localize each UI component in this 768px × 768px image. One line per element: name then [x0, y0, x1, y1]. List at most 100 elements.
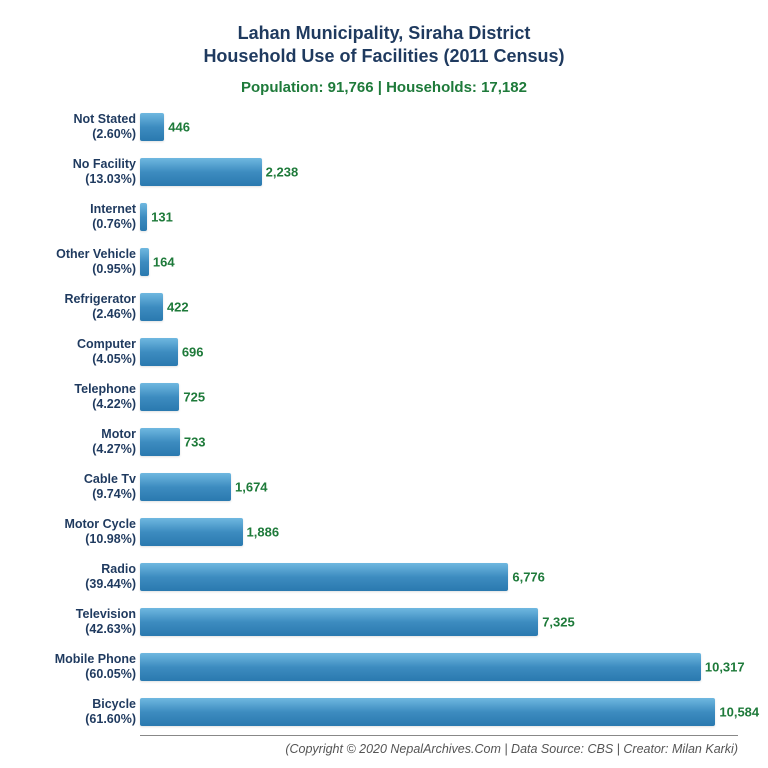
- bar-row: Not Stated(2.60%) 446: [30, 105, 738, 148]
- axis-line: [140, 735, 738, 736]
- bar-label: Computer(4.05%): [30, 337, 140, 367]
- bar-name: No Facility: [73, 157, 136, 171]
- bar-wrap: 164: [140, 248, 738, 276]
- bar: [140, 158, 262, 186]
- bar-percent: (2.60%): [92, 127, 136, 141]
- bar-label: Radio(39.44%): [30, 562, 140, 592]
- bar-row: Radio(39.44%) 6,776: [30, 555, 738, 598]
- bar-label: Telephone(4.22%): [30, 382, 140, 412]
- bar: [140, 113, 164, 141]
- bar-wrap: 1,674: [140, 473, 738, 501]
- bar-value: 696: [178, 344, 204, 359]
- bar-label: Refrigerator(2.46%): [30, 292, 140, 322]
- bar-value: 6,776: [508, 569, 545, 584]
- bar-name: Not Stated: [74, 112, 137, 126]
- bar-label: Mobile Phone(60.05%): [30, 652, 140, 682]
- bar-label: Cable Tv(9.74%): [30, 472, 140, 502]
- bar: [140, 698, 715, 726]
- bar-row: Motor Cycle(10.98%) 1,886: [30, 510, 738, 553]
- bar-wrap: 696: [140, 338, 738, 366]
- bar-value: 7,325: [538, 614, 575, 629]
- bar-name: Television: [76, 607, 136, 621]
- bar-percent: (10.98%): [85, 532, 136, 546]
- title-line-2: Household Use of Facilities (2011 Census…: [0, 45, 768, 68]
- bar-wrap: 733: [140, 428, 738, 456]
- bar-percent: (13.03%): [85, 172, 136, 186]
- bar-percent: (0.76%): [92, 217, 136, 231]
- bar-row: Motor(4.27%) 733: [30, 420, 738, 463]
- bar: [140, 473, 231, 501]
- bar: [140, 608, 538, 636]
- bar-value: 1,674: [231, 479, 268, 494]
- bar-percent: (9.74%): [92, 487, 136, 501]
- bar-value: 422: [163, 299, 189, 314]
- bar-row: Bicycle(61.60%)10,584: [30, 690, 738, 733]
- bar-row: Refrigerator(2.46%) 422: [30, 285, 738, 328]
- bar-row: No Facility(13.03%) 2,238: [30, 150, 738, 193]
- bar-label: Other Vehicle(0.95%): [30, 247, 140, 277]
- bar-name: Motor Cycle: [64, 517, 136, 531]
- bar-percent: (60.05%): [85, 667, 136, 681]
- bar: [140, 518, 243, 546]
- bar-wrap: 446: [140, 113, 738, 141]
- bar-value: 131: [147, 209, 173, 224]
- bar-value: 2,238: [262, 164, 299, 179]
- bar-name: Radio: [101, 562, 136, 576]
- bar-wrap: 1,886: [140, 518, 738, 546]
- bar-name: Telephone: [74, 382, 136, 396]
- bar-row: Computer(4.05%) 696: [30, 330, 738, 373]
- chart-subtitle: Population: 91,766 | Households: 17,182: [0, 79, 768, 96]
- bar: [140, 338, 178, 366]
- bar-name: Refrigerator: [64, 292, 136, 306]
- bar-percent: (61.60%): [85, 712, 136, 726]
- bar-percent: (2.46%): [92, 307, 136, 321]
- bar-percent: (4.22%): [92, 397, 136, 411]
- bar-label: No Facility(13.03%): [30, 157, 140, 187]
- bar-wrap: 10,317: [140, 653, 738, 681]
- bar-wrap: 422: [140, 293, 738, 321]
- bar-label: Internet(0.76%): [30, 202, 140, 232]
- bar-row: Telephone(4.22%) 725: [30, 375, 738, 418]
- bar-label: Motor(4.27%): [30, 427, 140, 457]
- bar-value: 1,886: [243, 524, 280, 539]
- bar-name: Motor: [101, 427, 136, 441]
- bar-row: Cable Tv(9.74%) 1,674: [30, 465, 738, 508]
- bar-label: Bicycle(61.60%): [30, 697, 140, 727]
- bar-row: Mobile Phone(60.05%)10,317: [30, 645, 738, 688]
- bar-value: 164: [149, 254, 175, 269]
- bar-wrap: 131: [140, 203, 738, 231]
- bar-wrap: 7,325: [140, 608, 738, 636]
- bar-wrap: 6,776: [140, 563, 738, 591]
- bar-row: Television(42.63%) 7,325: [30, 600, 738, 643]
- bar-value: 725: [179, 389, 205, 404]
- bar-name: Other Vehicle: [56, 247, 136, 261]
- bar-percent: (42.63%): [85, 622, 136, 636]
- bar-name: Mobile Phone: [55, 652, 136, 666]
- bar-wrap: 725: [140, 383, 738, 411]
- bar: [140, 248, 149, 276]
- bar-label: Television(42.63%): [30, 607, 140, 637]
- bar: [140, 383, 179, 411]
- bar-name: Bicycle: [92, 697, 136, 711]
- bar-label: Not Stated(2.60%): [30, 112, 140, 142]
- chart-title-block: Lahan Municipality, Siraha District Hous…: [0, 0, 768, 96]
- bar-value: 733: [180, 434, 206, 449]
- bar-value: 446: [164, 119, 190, 134]
- bar: [140, 293, 163, 321]
- bar-label: Motor Cycle(10.98%): [30, 517, 140, 547]
- bar-row: Other Vehicle(0.95%) 164: [30, 240, 738, 283]
- footer-credit: (Copyright © 2020 NepalArchives.Com | Da…: [0, 742, 738, 756]
- chart-area: Not Stated(2.60%) 446 No Facility(13.03%) 2…: [30, 105, 738, 730]
- bar-percent: (4.05%): [92, 352, 136, 366]
- bar-wrap: 2,238: [140, 158, 738, 186]
- bar: [140, 428, 180, 456]
- bar-value: 10,584: [715, 704, 759, 719]
- bar-name: Internet: [90, 202, 136, 216]
- bar-name: Computer: [77, 337, 136, 351]
- bar-percent: (39.44%): [85, 577, 136, 591]
- bar: [140, 563, 508, 591]
- bar-percent: (0.95%): [92, 262, 136, 276]
- bar-value: 10,317: [701, 659, 745, 674]
- bar-percent: (4.27%): [92, 442, 136, 456]
- bar: [140, 203, 147, 231]
